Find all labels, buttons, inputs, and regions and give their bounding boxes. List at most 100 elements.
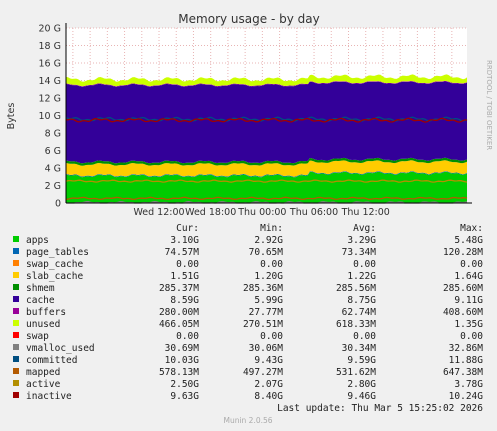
y-axis-label: Bytes (6, 103, 17, 130)
y-tick-label: 0 (55, 199, 61, 210)
legend-value: 531.62M (336, 367, 376, 378)
legend-swatch-apps (13, 236, 19, 242)
legend-swatch-unused (13, 320, 19, 326)
legend-value: 280.00M (159, 307, 199, 318)
legend-swatch-inactive (13, 392, 19, 398)
legend-value: 3.29G (347, 235, 376, 246)
legend-header: Max: (460, 223, 483, 234)
legend-value: 2.92G (254, 235, 283, 246)
area-cache (66, 81, 467, 164)
legend-value: 1.64G (454, 271, 483, 282)
y-tick-label: 12 G (39, 94, 61, 105)
legend-value: 1.20G (254, 271, 283, 282)
line-committed (65, 116, 468, 122)
legend-value: 3.10G (170, 235, 199, 246)
legend-value: 27.77M (249, 307, 284, 318)
legend-value: 285.36M (243, 283, 283, 294)
y-tick-label: 6 G (45, 146, 61, 157)
legend-value: 120.28M (443, 247, 483, 258)
legend-name: inactive (26, 391, 72, 402)
legend-swatch-active (13, 380, 19, 386)
chart-title: Memory usage - by day (178, 12, 319, 26)
legend-name: buffers (26, 307, 66, 318)
legend-value: 1.22G (347, 271, 376, 282)
legend-value: 8.59G (170, 295, 199, 306)
legend-swatch-swap_cache (13, 260, 19, 266)
legend-swatch-committed (13, 356, 19, 362)
y-tick-label: 10 G (39, 111, 61, 122)
legend-value: 578.13M (159, 367, 199, 378)
legend-swatch-swap (13, 332, 19, 338)
legend-name: apps (26, 235, 49, 246)
legend-value: 30.69M (165, 343, 200, 354)
legend-value: 10.24G (449, 391, 484, 402)
legend-value: 9.46G (347, 391, 376, 402)
legend-value: 8.75G (347, 295, 376, 306)
legend-value: 9.59G (347, 355, 376, 366)
legend-swatch-page_tables (13, 248, 19, 254)
legend-value: 9.11G (454, 295, 483, 306)
legend-value: 2.80G (347, 379, 376, 390)
legend-value: 0.00 (176, 331, 199, 342)
line-inactive (66, 117, 468, 123)
legend-header: Min: (260, 223, 283, 234)
legend-name: committed (26, 355, 77, 366)
line-active (65, 179, 468, 183)
legend-value: 9.43G (254, 355, 283, 366)
legend-value: 408.60M (443, 307, 483, 318)
y-tick-label: 2 G (45, 181, 61, 192)
x-tick-label: Thu 00:00 (237, 207, 286, 218)
legend-name: unused (26, 319, 60, 330)
legend-swatch-cache (13, 296, 19, 302)
legend-name: swap_cache (26, 259, 83, 270)
legend-value: 74.57M (165, 247, 200, 258)
x-tick-label: Wed 12:00 (133, 207, 184, 218)
line-mapped (65, 196, 468, 201)
legend-value: 2.50G (170, 379, 199, 390)
legend-value: 5.99G (254, 295, 283, 306)
legend-name: shmem (26, 283, 55, 294)
legend-value: 0.00 (353, 259, 376, 270)
legend-value: 8.40G (254, 391, 283, 402)
legend-value: 0.00 (460, 259, 483, 270)
x-tick-label: Thu 12:00 (341, 207, 390, 218)
legend-value: 0.00 (260, 331, 283, 342)
legend-value: 1.35G (454, 319, 483, 330)
legend-value: 9.63G (170, 391, 199, 402)
y-tick-label: 20 G (39, 24, 61, 35)
legend-value: 0.00 (460, 331, 483, 342)
legend-value: 285.56M (336, 283, 376, 294)
munin-version: Munin 2.0.56 (223, 416, 272, 425)
legend-value: 0.00 (260, 259, 283, 270)
legend-value: 30.34M (342, 343, 377, 354)
legend-swatch-slab_cache (13, 272, 19, 278)
legend-value: 5.48G (454, 235, 483, 246)
last-update: Last update: Thu Mar 5 15:25:02 2026 (277, 403, 483, 414)
legend-swatch-buffers (13, 308, 19, 314)
legend-value: 2.07G (254, 379, 283, 390)
legend-name: page_tables (26, 247, 89, 258)
y-tick-label: 4 G (45, 164, 61, 175)
legend-name: slab_cache (26, 271, 83, 282)
legend-value: 30.06M (249, 343, 284, 354)
legend-value: 1.51G (170, 271, 199, 282)
legend-name: cache (26, 295, 55, 306)
x-tick-label: Thu 06:00 (289, 207, 338, 218)
legend-value: 10.03G (165, 355, 200, 366)
legend-value: 285.37M (159, 283, 199, 294)
legend-value: 285.60M (443, 283, 483, 294)
legend-value: 466.05M (159, 319, 199, 330)
legend-swatch-vmalloc_used (13, 344, 19, 350)
x-tick-label: Wed 18:00 (185, 207, 236, 218)
y-tick-label: 8 G (45, 129, 61, 140)
legend-value: 497.27M (243, 367, 283, 378)
y-tick-label: 18 G (39, 41, 61, 52)
legend-value: 70.65M (249, 247, 284, 258)
legend-value: 32.86M (449, 343, 484, 354)
legend-value: 3.78G (454, 379, 483, 390)
legend-name: swap (26, 331, 49, 342)
legend-value: 62.74M (342, 307, 377, 318)
legend-value: 73.34M (342, 247, 377, 258)
y-tick-label: 16 G (39, 59, 61, 70)
legend-header: Avg: (353, 223, 376, 234)
